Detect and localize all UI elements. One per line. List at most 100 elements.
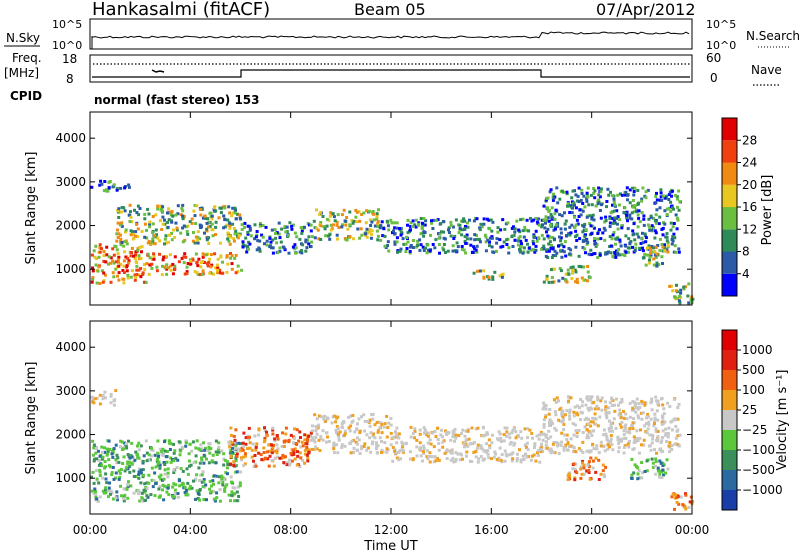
data-cell [579,449,583,452]
data-cell [640,211,644,215]
data-cell [126,496,130,500]
data-cell [638,246,642,250]
noise-left-tick-bottom: 10^0 [52,39,82,52]
data-cell [559,227,563,231]
data-cell [530,431,534,435]
data-cell [343,433,346,437]
data-cell [237,233,241,237]
data-cell [280,444,284,448]
data-cell [619,437,623,441]
data-cell [668,284,672,288]
data-cell [399,227,403,231]
data-cell [210,228,214,232]
data-cell [337,438,341,442]
data-cell [541,438,545,442]
data-cell [317,438,321,442]
data-cell [200,225,203,229]
data-cell [631,421,635,425]
data-cell [147,458,151,461]
data-cell [360,447,364,451]
data-cell [185,467,189,471]
data-cell [95,497,99,501]
data-cell [117,278,121,282]
data-cell [101,280,105,284]
data-cell [130,441,134,445]
data-cell [421,459,424,463]
data-cell [523,427,527,431]
data-cell [576,199,579,203]
data-cell [574,462,578,466]
data-cell [578,406,581,410]
data-cell [648,433,652,437]
data-cell [465,454,468,458]
data-cell [589,398,593,402]
data-cell [606,447,610,451]
data-cell [541,432,545,436]
data-cell [595,404,599,408]
data-cell [654,457,658,461]
velocity-ylabel: Slant Range [km] [24,362,39,475]
data-cell [116,209,120,212]
data-cell [554,441,558,444]
data-cell [552,228,556,232]
data-cell [317,423,321,427]
freq-left-tick-bottom: 8 [66,72,74,86]
data-cell [450,448,454,452]
data-cell [437,458,441,462]
data-cell [582,194,586,198]
data-cell [277,232,281,236]
data-cell [434,459,438,463]
data-cell [563,413,567,417]
data-cell [238,481,242,485]
data-cell [201,269,205,273]
data-cell [546,216,550,220]
data-cell [475,446,479,450]
data-cell [599,472,603,476]
data-cell [376,429,380,433]
data-cell [574,245,578,249]
data-cell [542,247,546,251]
colorbar-segment [722,370,737,390]
data-cell [356,442,359,446]
data-cell [282,440,286,444]
data-cell [390,436,394,440]
data-cell [243,462,247,466]
data-cell [250,448,254,452]
data-cell [593,407,597,411]
data-cell [426,441,430,445]
data-cell [225,460,229,464]
colorbar-tick-label: 20 [742,178,757,192]
data-cell [95,281,99,285]
data-cell [523,225,527,229]
data-cell [115,239,119,243]
data-cell [293,457,297,461]
data-cell [661,464,665,467]
data-cell [670,238,674,241]
data-cell [295,235,299,239]
data-cell [496,230,500,234]
data-cell [143,222,147,226]
data-cell [604,411,608,415]
data-cell [380,440,383,443]
data-cell [401,445,405,449]
data-cell [280,227,284,231]
data-cell [136,444,139,448]
data-cell [202,461,206,465]
data-cell [661,233,665,237]
data-cell [214,450,218,454]
data-cell [622,436,626,440]
data-cell [531,436,535,440]
data-cell [255,233,259,237]
data-cell [241,441,245,445]
data-cell [571,445,575,449]
data-cell [98,250,102,254]
data-cell [656,469,660,473]
data-cell [166,475,170,479]
data-cell [546,446,550,450]
data-cell [576,280,580,284]
data-cell [601,469,605,473]
data-cell [233,256,237,260]
data-cell [401,442,405,446]
data-cell [488,240,491,244]
